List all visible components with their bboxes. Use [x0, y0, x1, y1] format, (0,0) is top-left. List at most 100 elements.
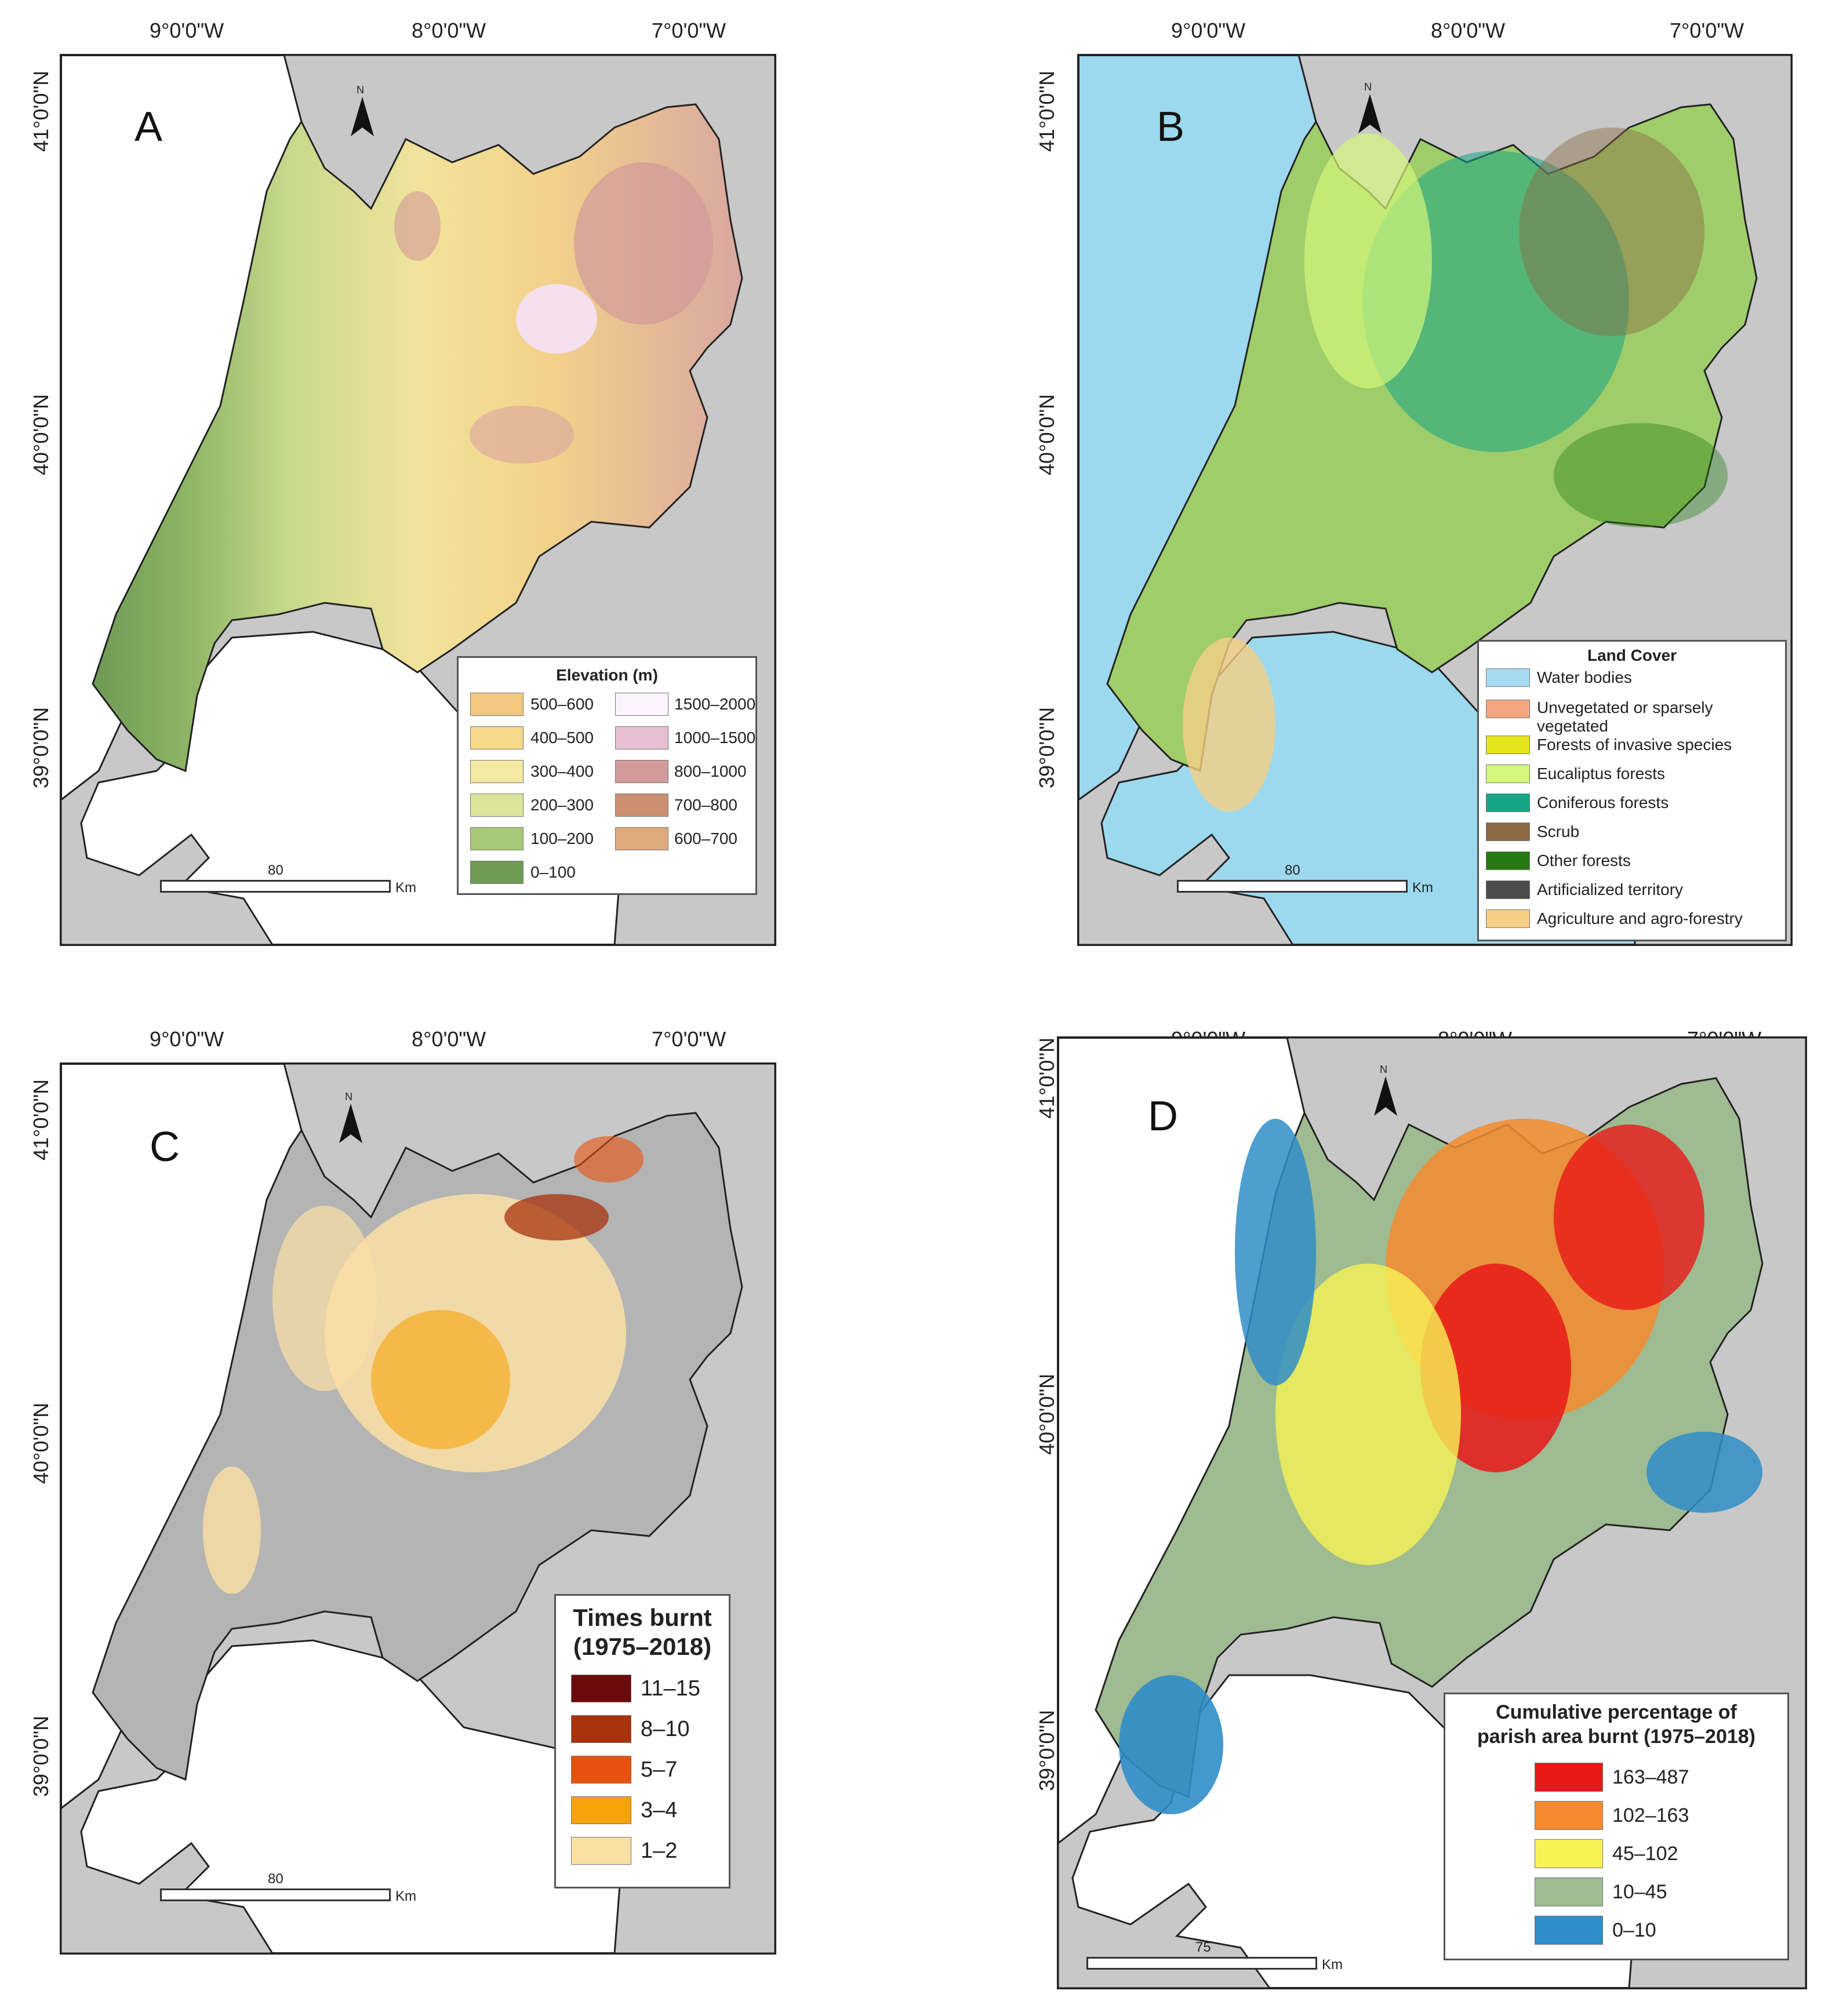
north-arrow-icon	[1358, 94, 1382, 133]
legend-title: Times burnt	[573, 1604, 712, 1631]
legend-label: Coniferous forests	[1537, 794, 1669, 812]
panel-c-times-burnt-map: 9°0'0"W 8°0'0"W 7°0'0"W 41°0'0"N 40°0'0"…	[0, 1009, 916, 2016]
panel-a-elevation-map: 9°0'0"W 8°0'0"W 7°0'0"W 41°0'0"N 40°0'0"…	[0, 0, 916, 997]
panel-letter: C	[150, 1124, 180, 1170]
scale-value: 75	[1195, 1939, 1211, 1955]
legend-swatch	[1486, 851, 1530, 870]
lon-label: 7°0'0"W	[652, 19, 726, 42]
legend-label: 10–45	[1612, 1881, 1667, 1903]
legend-swatch	[470, 861, 524, 884]
legend-label: 600–700	[674, 829, 738, 847]
legend-swatch	[615, 794, 668, 817]
legend-swatch	[571, 1837, 631, 1865]
legend-label: 45–102	[1612, 1843, 1678, 1865]
legend-label: 11–15	[641, 1676, 700, 1701]
legend-label: Agriculture and agro-forestry	[1537, 909, 1743, 927]
panel-b-land-cover-map: 9°0'0"W 8°0'0"W 7°0'0"W 41°0'0"N 40°0'0"…	[916, 0, 1832, 997]
legend-label: 1500–2000	[674, 695, 756, 713]
legend-title: Land Cover	[1587, 646, 1677, 664]
legend-swatch	[1486, 794, 1530, 812]
map-canvas	[60, 54, 776, 946]
scale-unit: Km	[1322, 1957, 1343, 1973]
legend-swatch	[470, 827, 524, 850]
legend-swatch	[470, 760, 524, 783]
legend-label: Scrub	[1537, 823, 1580, 840]
scale-value: 80	[268, 1871, 283, 1887]
legend-label: Water bodies	[1537, 668, 1632, 686]
legend-label: vegetated	[1537, 717, 1608, 735]
panel-letter: A	[135, 104, 163, 150]
legend-label: Other forests	[1537, 851, 1631, 869]
legend-swatch	[571, 1756, 631, 1784]
legend-swatch	[615, 726, 668, 749]
panel-letter: D	[1148, 1093, 1178, 1140]
lon-label: 9°0'0"W	[1171, 19, 1246, 42]
legend-label: 1000–1500	[674, 729, 756, 747]
legend-swatch	[1486, 700, 1530, 718]
scale-unit: Km	[1412, 880, 1433, 896]
scale-unit: Km	[395, 1888, 416, 1904]
legend-label: 300–400	[530, 762, 594, 780]
legend-swatch	[1486, 823, 1530, 841]
legend-label: 500–600	[530, 695, 594, 713]
legend-swatch	[470, 693, 524, 716]
legend-swatch	[571, 1796, 631, 1824]
lon-label: 8°0'0"W	[1431, 19, 1506, 42]
highland-estrela	[516, 284, 597, 354]
legend-label: 0–100	[530, 863, 576, 881]
legend-swatch	[1535, 1877, 1603, 1906]
legend-label: 163–487	[1612, 1766, 1689, 1788]
scale-value: 80	[268, 863, 283, 878]
legend-subtitle: parish area burnt (1975–2018)	[1477, 1726, 1756, 1748]
legend-title: Elevation (m)	[556, 666, 658, 684]
north-label: N	[1364, 81, 1372, 93]
legend-label: 3–4	[641, 1798, 678, 1822]
legend-label: 400–500	[530, 729, 594, 747]
legend-swatch	[1486, 909, 1530, 928]
elevation-legend: Elevation (m) 500–600 400–500 300–400 200–3…	[457, 656, 757, 895]
north-arrow-icon	[1374, 1076, 1397, 1116]
north-arrow-icon	[339, 1104, 362, 1143]
legend-swatch	[1486, 880, 1530, 899]
panel-d-parish-burnt-map: 9°0'0"W 8°0'0"W 7°0'0"W 41°0'0"N 40°0'0"…	[916, 1009, 1832, 2016]
legend-title: Cumulative percentage of	[1496, 1701, 1737, 1723]
legend-label: 200–300	[530, 796, 594, 814]
legend-subtitle: (1975–2018)	[573, 1633, 712, 1660]
legend-label: 800–1000	[674, 762, 747, 780]
north-label: N	[1380, 1064, 1387, 1075]
land-cover-legend: Land Cover Water bodies Unvegetated or sp…	[1477, 640, 1787, 941]
north-arrow-icon	[351, 97, 374, 136]
lon-label: 7°0'0"W	[1670, 19, 1744, 42]
lon-label: 8°0'0"W	[412, 19, 486, 42]
legend-swatch	[615, 693, 668, 716]
legend-swatch	[470, 726, 524, 749]
north-label: N	[357, 84, 364, 96]
legend-swatch	[1535, 1916, 1603, 1945]
legend-label: 0–10	[1612, 1919, 1656, 1941]
north-label: N	[345, 1091, 352, 1102]
legend-swatch	[1486, 668, 1530, 687]
parish-burnt-legend: Cumulative percentage of parish area bur…	[1444, 1693, 1789, 1960]
lon-label: 8°0'0"W	[412, 1027, 486, 1051]
map-canvas	[60, 1062, 776, 1955]
panel-letter: B	[1157, 104, 1185, 150]
legend-label: 700–800	[674, 796, 738, 814]
legend-swatch	[1486, 736, 1530, 754]
legend-swatch	[470, 794, 524, 817]
legend-swatch	[615, 827, 668, 850]
legend-swatch	[1535, 1801, 1603, 1830]
legend-label: 1–2	[641, 1839, 678, 1863]
legend-label: Forests of invasive species	[1537, 736, 1732, 754]
legend-label: Artificialized territory	[1537, 880, 1684, 898]
legend-label: 8–10	[641, 1717, 690, 1741]
legend-swatch	[615, 760, 668, 783]
legend-swatch	[571, 1675, 631, 1702]
legend-swatch	[1535, 1839, 1603, 1868]
lon-label: 7°0'0"W	[652, 1027, 726, 1051]
legend-swatch	[1535, 1763, 1603, 1792]
scale-value: 80	[1285, 863, 1300, 878]
legend-swatch	[571, 1715, 631, 1743]
times-burnt-legend: Times burnt (1975–2018) 11–15 8–10 5–7 3–4 1…	[554, 1594, 730, 1888]
legend-label: Eucaliptus forests	[1537, 765, 1665, 783]
legend-label: 102–163	[1612, 1804, 1689, 1826]
